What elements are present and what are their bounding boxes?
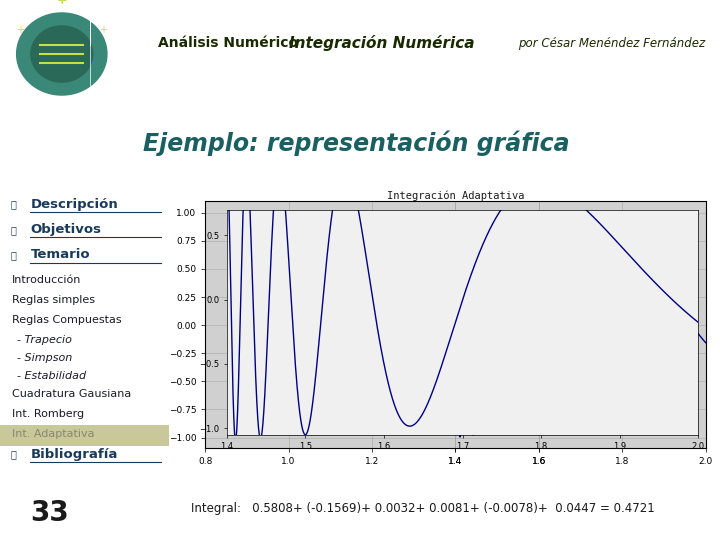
Text: Cuadratura Gausiana: Cuadratura Gausiana (12, 389, 131, 399)
Text: Temario: Temario (30, 248, 90, 261)
Polygon shape (17, 13, 107, 95)
Text: Ejemplo: representación gráfica: Ejemplo: representación gráfica (143, 130, 570, 156)
Bar (0, 424, 169, 447)
Title: Integración Adaptativa: Integración Adaptativa (387, 190, 524, 201)
Text: Reglas simples: Reglas simples (12, 295, 95, 305)
Text: - Trapecio: - Trapecio (17, 335, 72, 345)
Text: Objetivos: Objetivos (30, 223, 102, 237)
Text: 33: 33 (30, 500, 69, 528)
Text: - Simpson: - Simpson (17, 353, 72, 363)
Polygon shape (55, 0, 90, 113)
Text: Bibliografía: Bibliografía (30, 448, 118, 461)
Text: Int. Romberg: Int. Romberg (12, 409, 84, 419)
Text: Descripción: Descripción (30, 198, 118, 211)
Text: 📁: 📁 (10, 225, 16, 235)
Text: +: + (16, 25, 24, 35)
Text: por César Menéndez Fernández: por César Menéndez Fernández (518, 37, 706, 50)
Text: 📁: 📁 (10, 250, 16, 260)
Text: - Estabilidad: - Estabilidad (17, 371, 86, 381)
Polygon shape (31, 26, 93, 82)
Text: Análisis Numérico: Análisis Numérico (158, 36, 299, 50)
Text: Integral:   0.5808+ (-0.1569)+ 0.0032+ 0.0081+ (-0.0078)+  0.0447 = 0.4721: Integral: 0.5808+ (-0.1569)+ 0.0032+ 0.0… (192, 502, 655, 515)
Text: Integración Numérica: Integración Numérica (289, 35, 474, 51)
Text: 📁: 📁 (10, 449, 16, 459)
Text: +: + (99, 25, 107, 35)
Text: +: + (56, 0, 67, 6)
Text: Introducción: Introducción (12, 275, 81, 285)
Text: Int. Adaptativa: Int. Adaptativa (12, 429, 94, 439)
Text: Reglas Compuestas: Reglas Compuestas (12, 315, 122, 325)
Text: 📁: 📁 (10, 200, 16, 210)
